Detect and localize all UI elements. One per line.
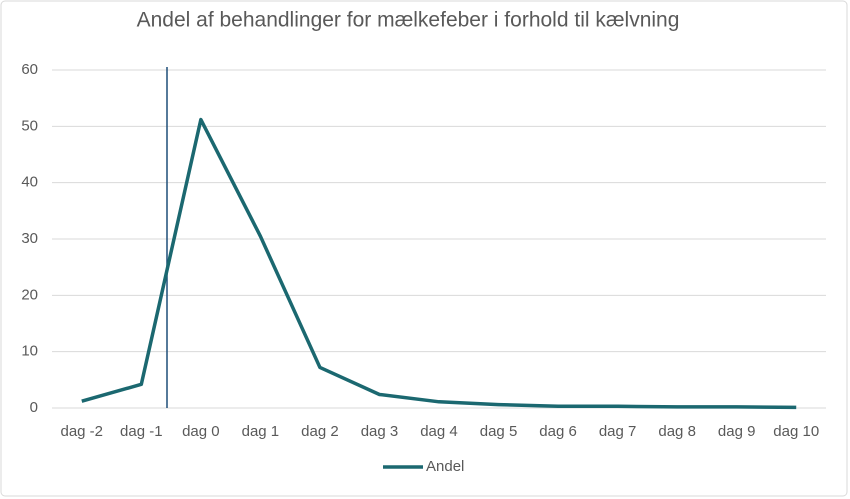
y-tick-label: 60	[21, 61, 38, 78]
data-line	[81, 117, 797, 410]
x-tick-label: dag -2	[60, 423, 103, 440]
x-tick-label: dag -1	[120, 423, 163, 440]
y-tick-label: 40	[21, 174, 38, 191]
x-tick-label: dag 2	[301, 423, 339, 440]
y-tick-label: 30	[21, 230, 38, 247]
x-tick-label: dag 10	[773, 423, 819, 440]
x-tick-label: dag 5	[480, 423, 518, 440]
y-tick-label: 20	[21, 286, 38, 303]
legend-label: Andel	[426, 458, 464, 475]
x-tick-label: dag 0	[182, 423, 220, 440]
y-tick-label: 50	[21, 117, 38, 134]
x-tick-label: dag 9	[718, 423, 756, 440]
x-tick-label: dag 1	[242, 423, 280, 440]
chart-title: Andel af behandlinger for mælkefeber i f…	[137, 9, 680, 32]
y-tick-label: 0	[30, 399, 38, 416]
x-tick-label: dag 6	[539, 423, 577, 440]
x-tick-label: dag 3	[361, 423, 399, 440]
x-tick-label: dag 4	[420, 423, 458, 440]
x-tick-label: dag 7	[599, 423, 637, 440]
x-tick-label: dag 8	[658, 423, 696, 440]
y-tick-label: 10	[21, 343, 38, 360]
